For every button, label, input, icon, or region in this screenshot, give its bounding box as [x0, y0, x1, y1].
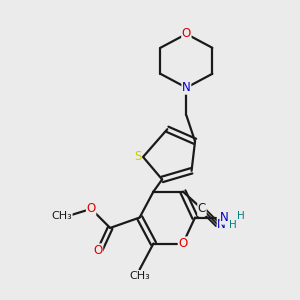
- Text: O: O: [182, 28, 191, 40]
- Text: N: N: [220, 211, 229, 224]
- Text: O: O: [178, 237, 188, 250]
- Text: O: O: [93, 244, 103, 257]
- Text: O: O: [86, 202, 96, 215]
- Text: CH₃: CH₃: [51, 211, 72, 221]
- Text: CH₃: CH₃: [129, 271, 150, 281]
- Text: S: S: [134, 150, 142, 164]
- Text: H: H: [229, 220, 237, 230]
- Text: N: N: [217, 218, 226, 231]
- Text: H: H: [237, 211, 244, 221]
- Text: C: C: [198, 202, 206, 215]
- Text: N: N: [182, 81, 191, 94]
